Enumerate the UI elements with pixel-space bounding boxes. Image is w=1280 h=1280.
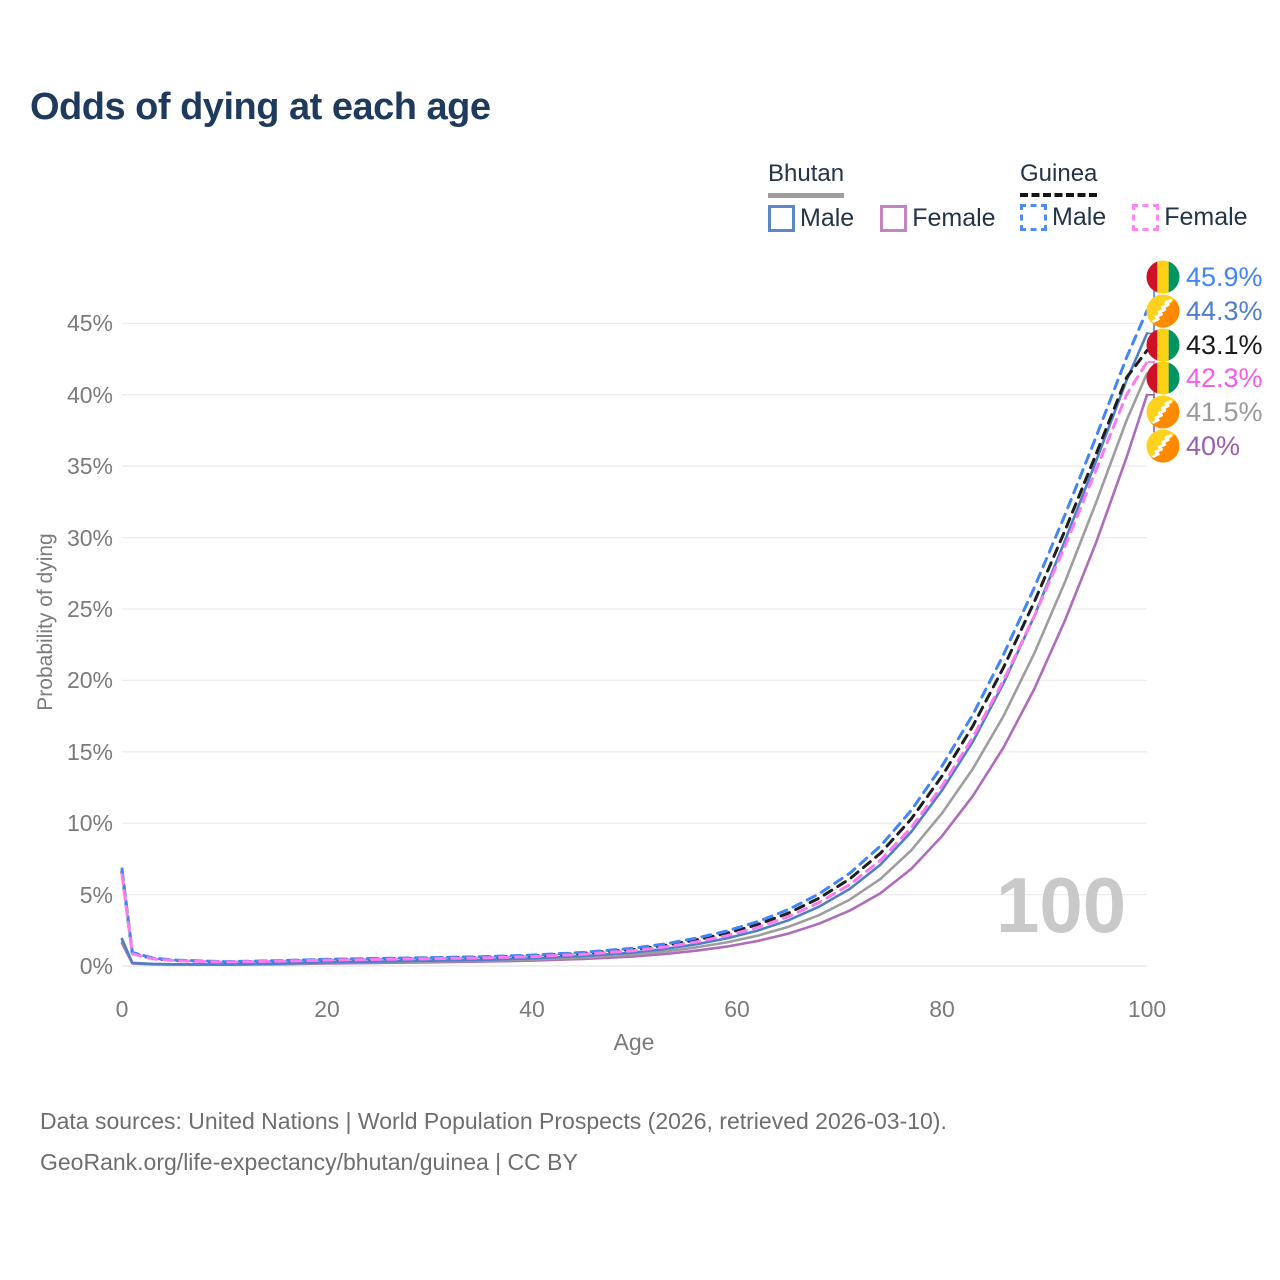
x-tick-label-40: 40	[519, 996, 545, 1022]
legend-items-bhutan: Male Female	[768, 204, 1022, 233]
page-title: Odds of dying at each age	[30, 86, 491, 128]
x-axis-title: Age	[613, 1029, 655, 1055]
legend-swatch-bhutan-female[interactable]	[880, 205, 908, 232]
end-label-value-bhutan-male: 44.3%	[1186, 295, 1263, 326]
legend-label-bhutan-female: Female	[912, 204, 996, 232]
y-tick-label-45: 45%	[66, 310, 113, 337]
legend-group-guinea: Guinea Male Female	[1020, 160, 1274, 232]
data-sources-line: Data sources: United Nations | World Pop…	[40, 1108, 947, 1134]
y-tick-label-35: 35%	[66, 453, 113, 480]
end-label-row-bhutan: 41.5%	[1146, 395, 1263, 429]
bhutan-flag-icon	[1146, 429, 1180, 463]
guinea-flag-icon	[1146, 260, 1180, 294]
legend-label-guinea-male: Male	[1052, 203, 1107, 231]
x-tick-label-80: 80	[929, 996, 955, 1022]
end-label-row-bhutan-female: 40%	[1146, 429, 1240, 463]
series-line-guinea	[120, 349, 1149, 964]
end-label-value-guinea: 43.1%	[1186, 329, 1263, 360]
end-label-value-bhutan: 41.5%	[1186, 397, 1263, 428]
guinea-flag-icon	[1146, 361, 1180, 395]
y-tick-label-15: 15%	[66, 738, 113, 765]
y-tick-label-40: 40%	[66, 381, 113, 408]
y-tick-label-25: 25%	[66, 596, 113, 622]
age-counter-watermark: 100	[996, 861, 1127, 949]
end-label-value-guinea-male: 45.9%	[1186, 262, 1263, 292]
end-label-row-guinea: 43.1%	[1146, 328, 1263, 362]
legend-items-guinea: Male Female	[1020, 203, 1274, 232]
y-tick-label-30: 30%	[66, 524, 113, 551]
bhutan-flag-icon	[1146, 294, 1180, 328]
legend-group-bhutan: Bhutan Male Female	[768, 160, 1022, 233]
series-line-bhutan-male	[120, 332, 1149, 966]
y-tick-label-10: 10%	[66, 810, 113, 837]
end-label-value-bhutan-female: 40%	[1186, 431, 1241, 461]
x-tick-label-20: 20	[314, 996, 340, 1022]
legend-swatch-guinea-female[interactable]	[1132, 204, 1160, 231]
guinea-flag-icon	[1146, 328, 1180, 362]
attribution-line: GeoRank.org/life-expectancy/bhutan/guine…	[40, 1149, 578, 1175]
series-line-bhutan	[120, 372, 1149, 966]
legend-label-guinea-female: Female	[1164, 203, 1248, 231]
end-label-value-guinea-female: 42.3%	[1186, 363, 1263, 394]
end-label-row-bhutan-male: 44.3%	[1146, 294, 1263, 328]
x-tick-label-100: 100	[1127, 996, 1167, 1022]
y-tick-label-20: 20%	[66, 667, 113, 694]
end-label-row-guinea-male: 45.9%	[1146, 260, 1263, 294]
x-tick-label-60: 60	[724, 996, 750, 1022]
bhutan-flag-icon	[1146, 395, 1180, 429]
legend-label-bhutan-male: Male	[800, 204, 855, 232]
y-tick-label-0: 0%	[79, 953, 113, 979]
y-tick-label-5: 5%	[79, 881, 113, 908]
legend-group-title-guinea: Guinea	[1020, 160, 1098, 197]
series-line-guinea-female	[120, 360, 1149, 964]
series-line-guinea-male	[120, 309, 1149, 964]
legend-group-title-bhutan: Bhutan	[768, 160, 845, 198]
legend-swatch-bhutan-male[interactable]	[768, 205, 795, 232]
end-label-row-guinea-female: 42.3%	[1146, 361, 1263, 395]
legend-swatch-guinea-male[interactable]	[1020, 204, 1047, 231]
x-tick-label-0: 0	[115, 996, 129, 1022]
